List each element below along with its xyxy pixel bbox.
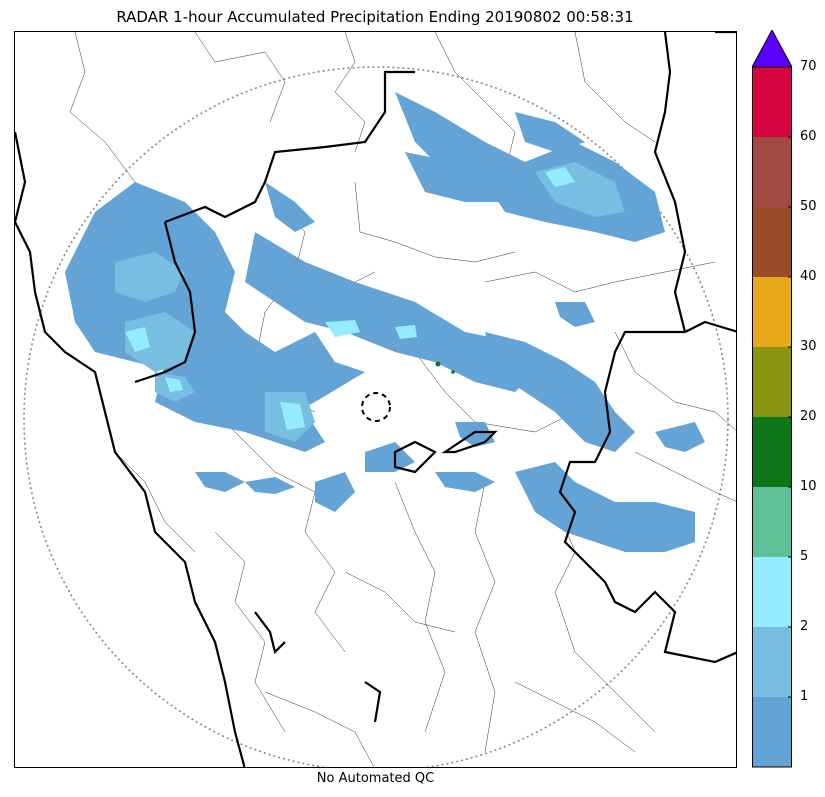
colorbar-segment	[752, 697, 792, 767]
chart-title: RADAR 1-hour Accumulated Precipitation E…	[116, 8, 634, 26]
colorbar-tick-label: 10	[800, 479, 817, 494]
colorbar-tick-label: 60	[800, 129, 817, 144]
colorbar	[752, 30, 792, 768]
colorbar-tick-label: 40	[800, 269, 817, 284]
precipitation-green	[435, 361, 455, 374]
colorbar-tick-label: 2	[800, 619, 809, 634]
colorbar-tick-label: 70	[800, 59, 817, 74]
colorbar-segment	[752, 277, 792, 347]
range-ring	[23, 66, 729, 767]
colorbar-segment	[752, 207, 792, 277]
map-canvas	[15, 32, 736, 767]
precipitation-heavy	[125, 167, 575, 430]
colorbar-segment	[752, 417, 792, 487]
colorbar-segment	[752, 557, 792, 627]
colorbar-tick-label: 1	[800, 689, 809, 704]
state-boundaries	[15, 32, 736, 767]
colorbar-segment	[752, 137, 792, 207]
colorbar-segment	[752, 347, 792, 417]
colorbar-tick-label: 20	[800, 409, 817, 424]
colorbar-tick-label: 30	[800, 339, 817, 354]
colorbar-tick-label: 5	[800, 549, 809, 564]
colorbar-segment	[752, 67, 792, 137]
colorbar-segments	[752, 67, 792, 767]
qc-footer: No Automated QC	[316, 771, 435, 786]
radar-site-marker	[361, 392, 391, 422]
colorbar-tick-label: 50	[800, 199, 817, 214]
radar-map	[14, 31, 737, 768]
colorbar-segment	[752, 487, 792, 557]
colorbar-extend-arrow	[752, 30, 792, 68]
district-boundaries	[69, 32, 736, 767]
precipitation-moderate	[115, 162, 625, 442]
colorbar-segment	[752, 627, 792, 697]
